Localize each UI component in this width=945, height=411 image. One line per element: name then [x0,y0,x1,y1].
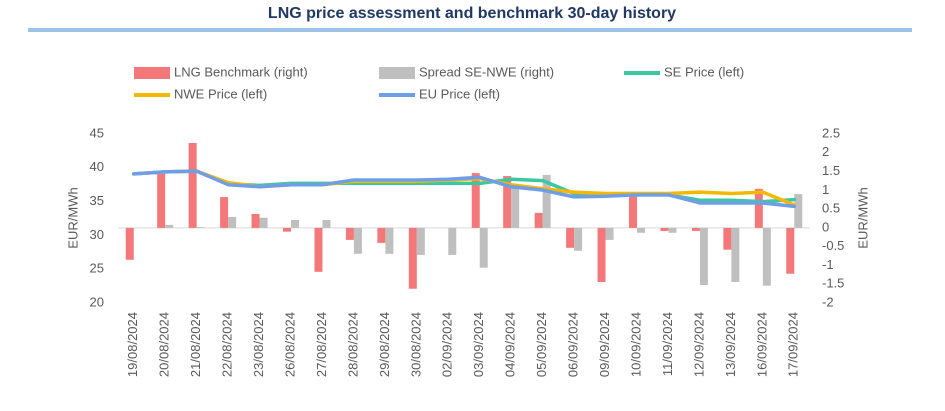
bar [377,227,386,243]
x-tick-label: 13/09/2024 [723,312,738,377]
bar [574,227,583,251]
bar [188,143,197,228]
bar [597,227,606,282]
bar [511,185,520,228]
x-tick-label: 10/09/2024 [628,312,643,377]
x-tick-label: 16/09/2024 [754,312,769,377]
x-tick-label: 22/08/2024 [220,312,235,377]
bar [283,227,291,232]
bar [794,194,803,228]
line [131,169,797,209]
x-tick-label: 23/08/2024 [251,312,266,377]
bar [291,220,299,228]
bar [668,227,677,233]
y2-tick-label: 1 [822,182,829,197]
bar [220,197,229,228]
x-tick-label: 20/08/2024 [157,312,172,377]
x-tick-label: 09/09/2024 [597,312,612,377]
bar [566,227,575,248]
y2-axis-label: EUR/MWh [855,187,870,248]
bar [448,227,457,255]
x-tick-label: 30/08/2024 [408,312,423,377]
y2-tick-label: 2.5 [822,125,840,140]
bar [542,174,551,228]
bar [629,195,637,228]
chart-title: LNG price assessment and benchmark 30-da… [268,5,676,22]
x-tick-label: 17/09/2024 [786,312,801,377]
x-tick-label: 12/09/2024 [691,312,706,377]
bar [762,227,771,286]
bar [754,188,763,228]
bar [157,173,166,228]
y2-tick-label: -1.5 [822,276,844,291]
y-tick-label: 35 [90,193,104,208]
bar [786,227,795,274]
y-tick-label: 40 [90,159,104,174]
x-tick-label: 29/08/2024 [377,312,392,377]
bar [534,212,543,228]
legend-label: SE Price (left) [664,64,744,79]
x-tick-label: 03/09/2024 [471,312,486,377]
bar [165,224,174,228]
x-tick-label: 19/08/2024 [125,312,140,377]
bar [228,216,237,228]
bar [353,227,362,254]
title-rule [28,28,912,32]
bar [660,227,669,231]
bar [691,227,700,231]
y-axis-label: EUR/MWh [65,187,80,248]
x-tick-label: 11/09/2024 [660,312,675,376]
x-tick-label: 05/09/2024 [534,312,549,377]
bar [251,213,260,228]
x-tick-label: 27/08/2024 [314,312,329,377]
legend-label: EU Price (left) [419,86,500,101]
y-tick-label: 30 [90,227,104,242]
legend-swatch [134,67,170,79]
y2-tick-label: -1 [822,257,834,272]
bar [259,217,268,228]
y2-tick-label: -2 [822,294,834,309]
x-tick-label: 04/09/2024 [503,312,518,377]
bar [125,227,134,260]
bar [731,227,740,282]
bar [314,227,323,272]
y-tick-label: 20 [90,294,104,309]
bar [503,176,512,228]
y2-tick-label: 1.5 [822,163,840,178]
bar [723,227,732,250]
bar [385,227,394,254]
y2-tick-label: 0.5 [822,201,840,216]
bar [471,173,480,228]
bar [322,220,331,228]
bar [345,227,354,240]
bar [605,227,614,240]
x-tick-label: 21/08/2024 [188,312,203,377]
y-tick-label: 45 [90,125,104,140]
x-tick-label: 28/08/2024 [345,312,360,377]
y-tick-label: 25 [90,261,104,276]
bar [196,227,205,228]
legend-swatch [379,67,415,79]
bar [699,227,708,285]
y2-tick-label: -0.5 [822,238,844,253]
legend-label: NWE Price (left) [174,86,267,101]
y2-tick-label: 0 [822,219,829,234]
legend-label: Spread SE-NWE (right) [419,64,554,79]
y2-tick-label: 2 [822,144,829,159]
legend-label: LNG Benchmark (right) [174,64,308,79]
x-tick-label: 02/09/2024 [440,312,455,377]
x-tick-label: 26/08/2024 [282,312,297,377]
bar [416,227,425,255]
bar [637,227,645,233]
bar [479,227,488,268]
x-tick-label: 06/09/2024 [566,312,581,377]
bar [408,227,417,289]
